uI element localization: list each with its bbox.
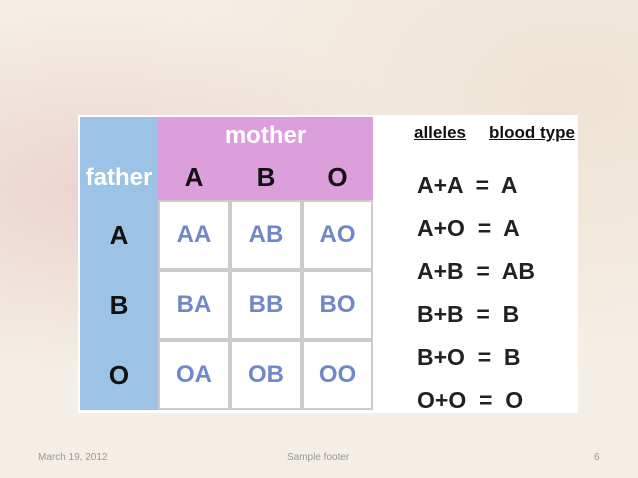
- row-label: O: [80, 340, 158, 410]
- genotype-cell: OB: [230, 340, 302, 410]
- legend-row: A+O = A: [417, 215, 520, 241]
- genotype-cell: BB: [230, 270, 302, 340]
- genotype-cell: BA: [158, 270, 230, 340]
- page-number: 6: [594, 452, 600, 463]
- genotype-cell: OA: [158, 340, 230, 410]
- legend-row: A+A = A: [417, 172, 518, 198]
- column-label: A: [158, 154, 230, 200]
- header: mother: [158, 117, 373, 154]
- row-label: A: [80, 200, 158, 270]
- genotype-cell: AA: [158, 200, 230, 270]
- legend-row: B+B = B: [417, 301, 520, 327]
- footer-text: Sample footer: [287, 452, 350, 463]
- legend-header: blood type: [489, 123, 575, 142]
- genotype-cell: BO: [302, 270, 373, 340]
- legend-row: B+O = B: [417, 344, 521, 370]
- row-label: B: [80, 270, 158, 340]
- genotype-cell: AB: [230, 200, 302, 270]
- footer-date: March 19, 2012: [38, 452, 108, 463]
- column-label: O: [302, 154, 373, 200]
- legend-header: alleles: [414, 123, 466, 142]
- legend-row: O+O = O: [417, 387, 524, 413]
- genotype-cell: AO: [302, 200, 373, 270]
- column-label: B: [230, 154, 302, 200]
- corner: father: [80, 117, 158, 200]
- genotype-cell: OO: [302, 340, 373, 410]
- legend-row: A+B = AB: [417, 258, 536, 284]
